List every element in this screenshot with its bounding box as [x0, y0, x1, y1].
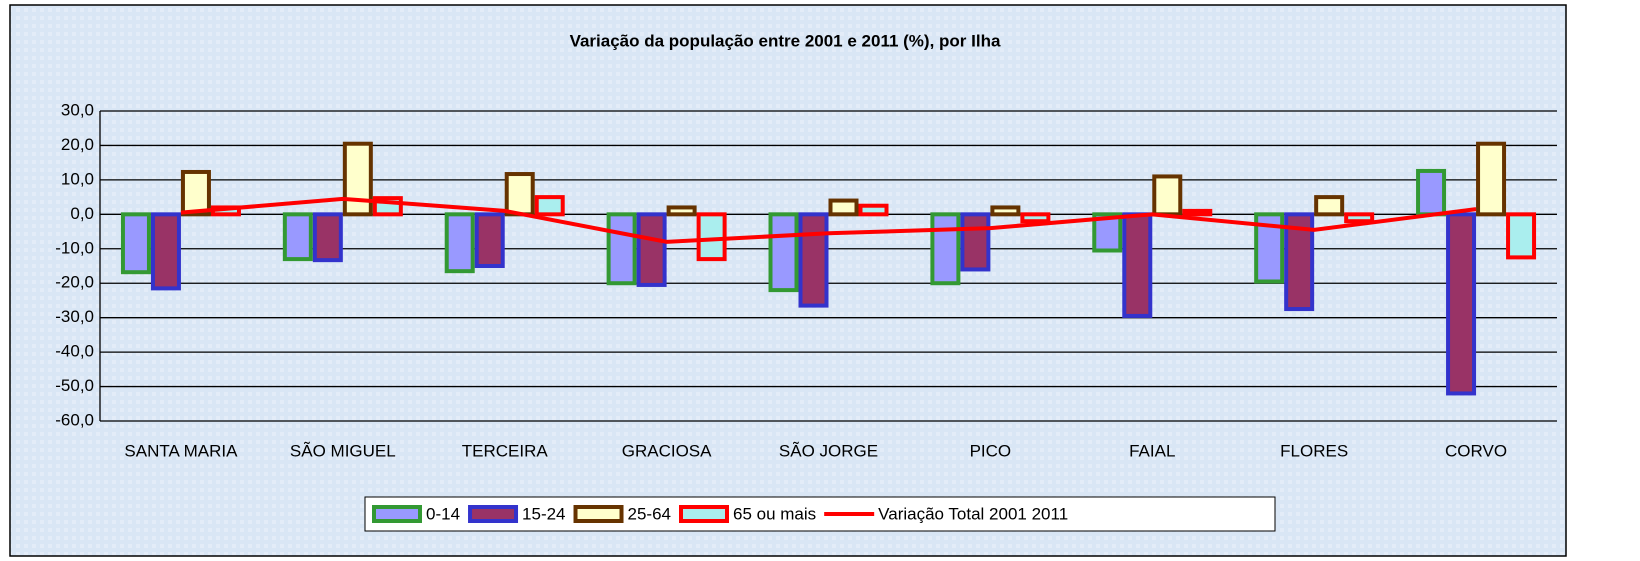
bar: [990, 205, 1021, 217]
bar: [282, 212, 313, 262]
bar: [798, 212, 829, 308]
x-tick-label: FLORES: [1280, 441, 1348, 460]
bar: [960, 212, 991, 272]
bar: [180, 169, 211, 217]
line: [180, 196, 1477, 244]
bar: [444, 212, 475, 274]
bar: [342, 141, 373, 217]
y-tick-label: 30,0: [61, 100, 94, 119]
y-tick-label: -50,0: [55, 376, 94, 395]
x-tick-label: PICO: [970, 441, 1012, 460]
bar: [1152, 174, 1183, 217]
x-tick-label: SÃO MIGUEL: [290, 441, 396, 460]
y-tick-label: 20,0: [61, 135, 94, 154]
bar: [1182, 208, 1213, 217]
legend-swatch: [468, 505, 519, 523]
bar: [828, 198, 859, 217]
y-tick-label: -10,0: [55, 238, 94, 257]
y-tick-label: -30,0: [55, 307, 94, 326]
bar: [534, 195, 565, 217]
bar: [858, 203, 889, 217]
bar: [1476, 141, 1507, 217]
bar: [1314, 195, 1345, 217]
bar: [1122, 212, 1153, 318]
legend-label: 15-24: [522, 504, 565, 523]
bar: [1506, 212, 1537, 260]
bar: [504, 172, 535, 217]
x-tick-label: SÃO JORGE: [779, 441, 878, 460]
bar: [696, 212, 727, 262]
legend-label: 0-14: [426, 504, 460, 523]
x-tick-label: TERCEIRA: [462, 441, 549, 460]
bar: [312, 212, 343, 263]
x-tick-label: CORVO: [1445, 441, 1507, 460]
legend-swatch: [679, 505, 729, 523]
y-tick-label: -40,0: [55, 342, 94, 361]
y-tick-label: -60,0: [55, 410, 94, 429]
bar: [1020, 212, 1051, 224]
legend-swatch: [573, 505, 624, 523]
bar: [474, 212, 505, 268]
y-tick-label: 0,0: [70, 204, 94, 223]
y-tick-label: 10,0: [61, 169, 94, 188]
bar: [768, 212, 799, 293]
bar: [666, 205, 697, 217]
legend-swatch: [372, 505, 422, 523]
bar: [1092, 212, 1123, 253]
y-tick-label: -20,0: [55, 273, 94, 292]
bar: [636, 212, 667, 287]
x-tick-label: FAIAL: [1129, 441, 1175, 460]
legend-label: Variação Total 2001 2011: [878, 504, 1068, 523]
legend-label: 25-64: [628, 504, 671, 523]
chart-title: Variação da população entre 2001 e 2011 …: [570, 31, 1001, 50]
bar: [606, 212, 637, 286]
legend-label: 65 ou mais: [733, 504, 816, 523]
bar: [150, 212, 181, 291]
bar: [930, 212, 961, 286]
bar: [1446, 212, 1477, 396]
x-tick-label: GRACIOSA: [622, 441, 712, 460]
bar: [1344, 212, 1375, 224]
x-tick-label: SANTA MARIA: [124, 441, 238, 460]
bar: [1416, 168, 1447, 217]
bar: [120, 212, 151, 275]
